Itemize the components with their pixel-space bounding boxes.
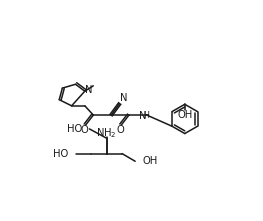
Text: H: H bbox=[143, 111, 149, 120]
Text: O: O bbox=[81, 126, 89, 135]
Text: O: O bbox=[117, 126, 124, 135]
Text: OH: OH bbox=[142, 156, 157, 166]
Text: OH: OH bbox=[177, 110, 193, 120]
Text: N: N bbox=[120, 93, 127, 103]
Text: NH$_2$: NH$_2$ bbox=[96, 126, 117, 140]
Text: N: N bbox=[139, 111, 147, 121]
Text: HO: HO bbox=[67, 124, 83, 134]
Text: HO: HO bbox=[53, 149, 69, 159]
Text: N: N bbox=[85, 86, 92, 95]
